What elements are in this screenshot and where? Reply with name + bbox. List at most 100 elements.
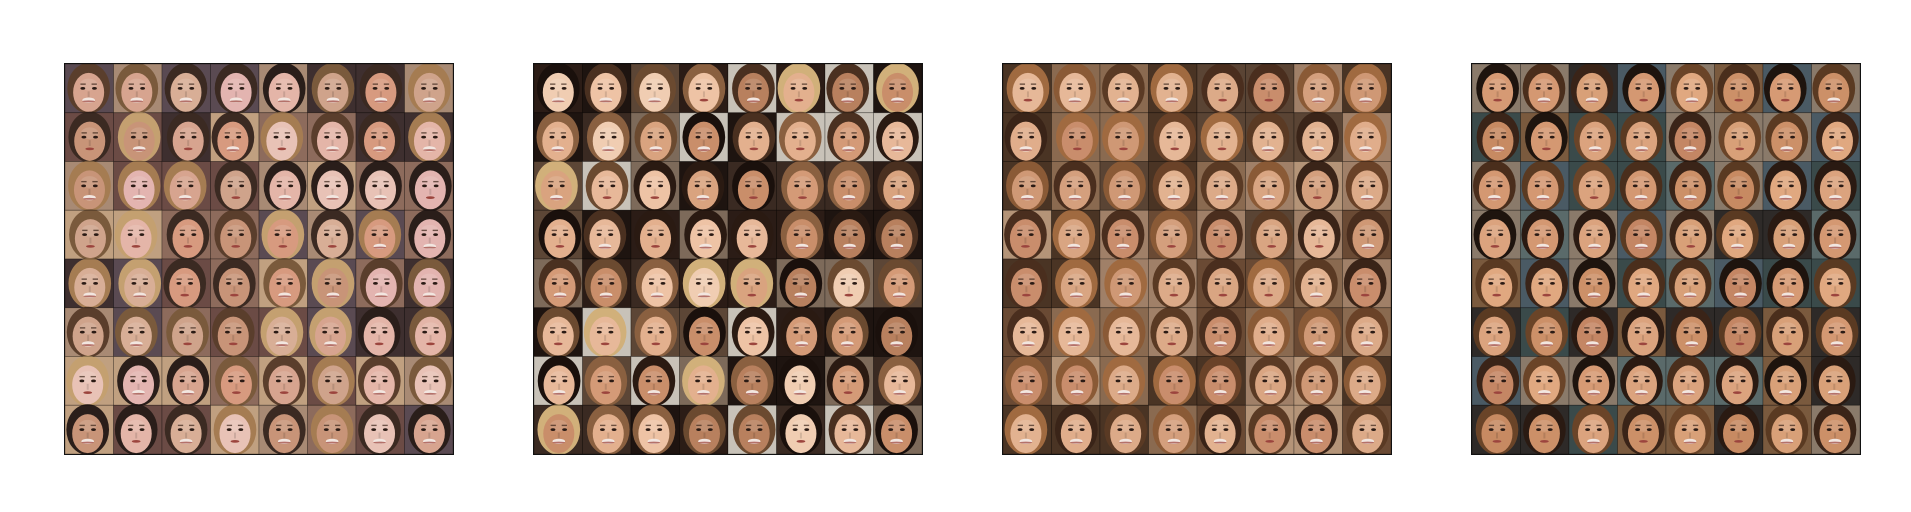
face-thumbnail [355,160,405,212]
face-thumbnail [307,306,357,358]
face-thumbnail [679,306,729,358]
face-thumbnail [1342,404,1391,454]
face-thumbnail [1714,306,1764,358]
face-thumbnail [1714,111,1764,163]
face-thumbnail [210,160,260,212]
face-thumbnail [630,306,680,358]
face-thumbnail [582,404,632,454]
face-thumbnail [1293,355,1343,407]
face-thumbnail [258,355,308,407]
face-thumbnail [355,111,405,163]
face-thumbnail [1568,111,1618,163]
face-thumbnail [824,160,874,212]
face-thumbnail [65,111,114,163]
face-thumbnail [1196,306,1246,358]
face-thumbnail [1665,64,1715,114]
face-thumbnail [534,355,583,407]
face-thumbnail [630,404,680,454]
face-thumbnail [824,258,874,309]
face-thumbnail [113,209,163,260]
face-thumbnail [1472,306,1521,358]
face-thumbnail [1148,64,1198,114]
face-thumbnail [1099,209,1149,260]
face-thumbnail [210,64,260,114]
face-thumbnail [1245,258,1295,309]
face-thumbnail [1811,64,1860,114]
face-thumbnail [1811,209,1860,260]
face-thumbnail [1003,111,1052,163]
face-thumbnail [1003,64,1052,114]
face-thumbnail [1245,111,1295,163]
face-thumbnail [534,160,583,212]
face-thumbnail [534,209,583,260]
face-thumbnail [679,160,729,212]
face-thumbnail [1148,404,1198,454]
face-thumbnail [161,404,211,454]
face-thumbnail [727,355,777,407]
face-thumbnail [679,355,729,407]
face-thumbnail [1665,404,1715,454]
face-thumbnail [1665,355,1715,407]
face-thumbnail [404,306,453,358]
face-thumbnail [355,306,405,358]
face-thumbnail [1472,64,1521,114]
face-thumbnail [210,355,260,407]
face-thumbnail [1293,64,1343,114]
face-thumbnail [679,258,729,309]
face-thumbnail [727,111,777,163]
face-grid-4-image [1472,64,1860,454]
face-thumbnail [161,209,211,260]
face-thumbnail [630,258,680,309]
face-thumbnail [1520,160,1570,212]
face-thumbnail [1520,404,1570,454]
face-thumbnail [1568,355,1618,407]
face-thumbnail [1099,355,1149,407]
face-thumbnail [776,209,826,260]
face-thumbnail [1003,306,1052,358]
face-thumbnail [307,111,357,163]
face-thumbnail [1051,355,1101,407]
face-thumbnail [824,111,874,163]
face-thumbnail [1811,306,1860,358]
face-thumbnail [307,64,357,114]
face-thumbnail [1520,306,1570,358]
face-thumbnail [1196,258,1246,309]
face-thumbnail [1472,209,1521,260]
face-thumbnail [1148,160,1198,212]
face-thumbnail [1099,306,1149,358]
face-thumbnail [210,111,260,163]
face-thumbnail [534,64,583,114]
face-thumbnail [258,160,308,212]
face-thumbnail [1342,355,1391,407]
face-grid-2 [533,63,923,455]
face-grid-3-image [1003,64,1391,454]
face-thumbnail [161,306,211,358]
face-thumbnail [534,404,583,454]
face-thumbnail [1665,306,1715,358]
face-thumbnail [258,209,308,260]
face-thumbnail [1472,355,1521,407]
face-thumbnail [65,160,114,212]
face-thumbnail [1568,160,1618,212]
face-thumbnail [873,258,922,309]
face-thumbnail [1762,404,1812,454]
face-thumbnail [1811,160,1860,212]
face-thumbnail [258,111,308,163]
face-thumbnail [824,355,874,407]
face-thumbnail [630,209,680,260]
face-thumbnail [630,111,680,163]
face-thumbnail [258,64,308,114]
face-thumbnail [1472,111,1521,163]
face-thumbnail [582,111,632,163]
face-thumbnail [1196,64,1246,114]
face-thumbnail [65,355,114,407]
face-thumbnail [1520,64,1570,114]
face-grid-2-image [534,64,922,454]
face-thumbnail [1293,160,1343,212]
face-thumbnail [1617,111,1667,163]
face-thumbnail [1003,160,1052,212]
face-thumbnail [161,258,211,309]
face-thumbnail [776,306,826,358]
face-thumbnail [355,404,405,454]
